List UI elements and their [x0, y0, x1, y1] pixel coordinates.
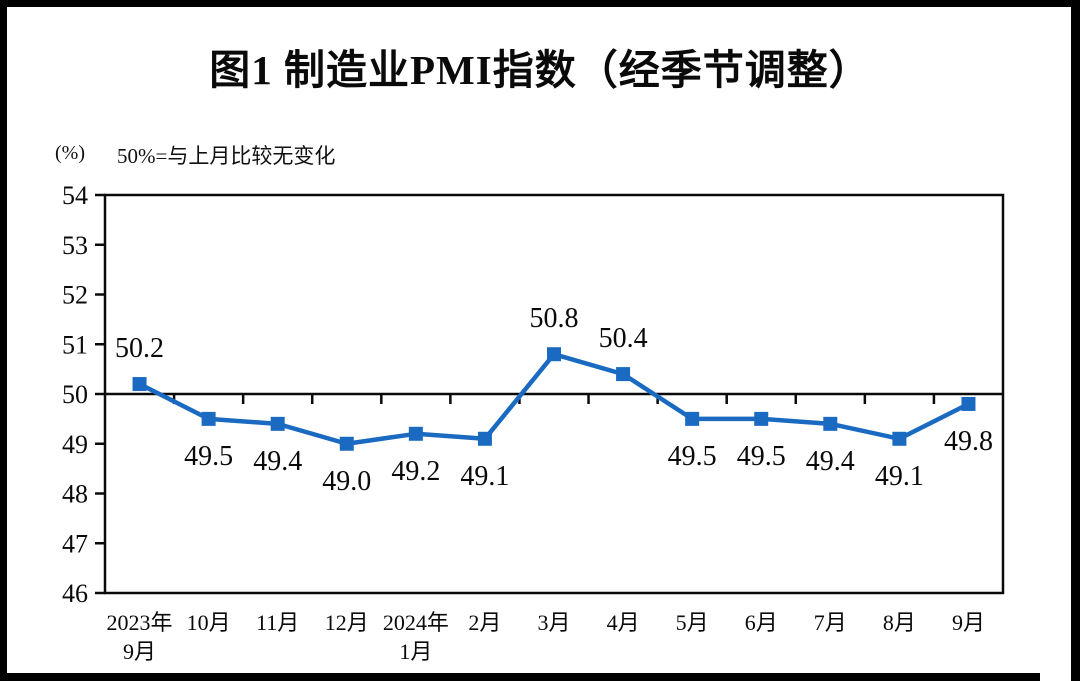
data-point-label: 50.2 — [115, 333, 164, 364]
y-axis-tick-label: 48 — [62, 480, 88, 509]
y-axis-tick-label: 51 — [62, 330, 88, 359]
data-point-label: 49.2 — [391, 456, 440, 487]
data-point-marker — [201, 411, 216, 426]
x-axis-category-label: 8月 — [883, 610, 916, 635]
x-axis-category-label: 4月 — [607, 610, 640, 635]
data-point-marker — [408, 426, 423, 441]
data-point-marker — [685, 411, 700, 426]
y-axis-tick-label: 46 — [62, 579, 88, 608]
data-point-marker — [754, 411, 769, 426]
pmi-series-line — [137, 351, 971, 446]
reference-line-note: 50%=与上月比较无变化 — [117, 144, 336, 168]
x-axis-category-label: 10月 — [187, 610, 231, 635]
y-axis-tick-label: 54 — [62, 181, 88, 210]
data-point-marker — [270, 416, 285, 431]
photo-border-bottom — [0, 673, 1040, 681]
x-axis-category-label: 5月 — [676, 610, 709, 635]
x-axis-category-label: 2月 — [468, 610, 501, 635]
data-point-label: 49.8 — [944, 426, 993, 457]
x-axis-category-label: 2024年 — [383, 610, 449, 635]
data-point-label: 49.4 — [806, 446, 855, 477]
photo-border-left — [0, 0, 7, 681]
x-axis-category-label: 6月 — [745, 610, 778, 635]
y-axis-tick-label: 49 — [62, 430, 88, 459]
data-point-label: 50.8 — [530, 303, 579, 334]
y-axis-unit-label: (%) — [55, 142, 85, 164]
x-axis-category-label: 9月 — [123, 639, 156, 664]
x-axis-category-label: 11月 — [256, 610, 299, 635]
x-axis-category-label: 2023年 — [107, 610, 173, 635]
y-axis-tick-label: 47 — [62, 529, 88, 558]
data-point-label: 49.1 — [875, 461, 924, 492]
photo-border-right — [1071, 0, 1080, 681]
data-point-label: 49.5 — [668, 441, 717, 472]
data-point-label: 49.0 — [322, 466, 371, 497]
data-point-marker — [132, 377, 147, 392]
x-axis-category-label: 9月 — [952, 610, 985, 635]
data-point-label: 49.4 — [253, 446, 302, 477]
x-axis-category-label: 7月 — [814, 610, 847, 635]
data-point-label: 50.4 — [599, 323, 648, 354]
y-axis-tick-label: 52 — [62, 281, 88, 310]
data-point-marker — [477, 431, 492, 446]
chart-title: 图1 制造业PMI指数（经季节调整） — [209, 47, 871, 93]
data-point-label: 49.1 — [460, 461, 509, 492]
data-point-marker — [892, 431, 907, 446]
x-axis-category-label: 1月 — [399, 639, 432, 664]
y-axis-tick-label: 50 — [62, 380, 88, 409]
data-point-marker — [823, 416, 838, 431]
data-point-marker — [339, 436, 354, 451]
y-axis-tick-label: 53 — [62, 231, 88, 260]
data-point-label: 49.5 — [184, 441, 233, 472]
data-point-label: 49.5 — [737, 441, 786, 472]
photo-border-top — [0, 0, 1080, 7]
data-point-marker — [616, 367, 631, 382]
data-point-marker — [961, 396, 976, 411]
x-axis-category-label: 3月 — [537, 610, 570, 635]
x-axis-category-label: 12月 — [325, 610, 369, 635]
data-point-marker — [547, 347, 561, 362]
